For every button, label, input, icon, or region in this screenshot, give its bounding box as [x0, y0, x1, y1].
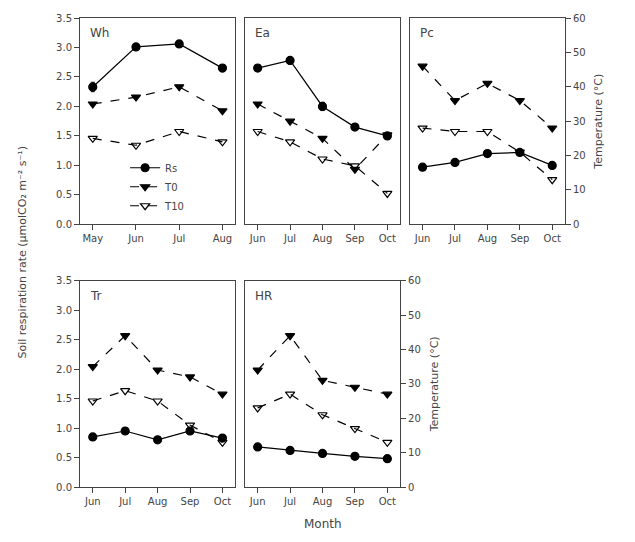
svg-text:20: 20: [408, 413, 421, 424]
svg-text:Oct: Oct: [544, 233, 561, 244]
svg-text:T10: T10: [164, 201, 184, 212]
svg-text:Tr: Tr: [90, 289, 102, 303]
svg-text:Temperature (°C): Temperature (°C): [428, 336, 441, 432]
svg-text:20: 20: [573, 150, 586, 161]
svg-text:Jul: Jul: [118, 496, 131, 507]
svg-text:3.0: 3.0: [56, 42, 72, 53]
svg-text:Rs: Rs: [165, 163, 177, 174]
svg-text:30: 30: [573, 116, 586, 127]
svg-text:0.5: 0.5: [56, 452, 72, 463]
svg-text:40: 40: [573, 81, 586, 92]
svg-text:60: 60: [408, 275, 421, 286]
svg-text:Jul: Jul: [172, 233, 185, 244]
svg-text:0.0: 0.0: [56, 219, 72, 230]
svg-text:Jun: Jun: [249, 233, 266, 244]
svg-text:Oct: Oct: [379, 496, 396, 507]
svg-text:Oct: Oct: [214, 496, 231, 507]
svg-text:Oct: Oct: [379, 233, 396, 244]
svg-text:2.5: 2.5: [56, 334, 72, 345]
svg-text:50: 50: [573, 47, 586, 58]
svg-text:Ea: Ea: [255, 26, 270, 40]
svg-text:Jul: Jul: [283, 233, 296, 244]
svg-text:0.5: 0.5: [56, 189, 72, 200]
svg-text:Temperature (°C): Temperature (°C): [593, 74, 606, 170]
svg-text:3.5: 3.5: [56, 13, 72, 24]
svg-text:2.0: 2.0: [56, 101, 72, 112]
svg-text:Jul: Jul: [448, 233, 461, 244]
svg-text:3.5: 3.5: [56, 275, 72, 286]
svg-text:Jun: Jun: [127, 233, 144, 244]
svg-text:Sep: Sep: [181, 496, 200, 507]
svg-text:2.0: 2.0: [56, 364, 72, 375]
svg-text:HR: HR: [255, 289, 272, 303]
svg-text:Aug: Aug: [313, 496, 333, 507]
svg-text:Wh: Wh: [90, 26, 109, 40]
svg-text:0.0: 0.0: [56, 482, 72, 493]
svg-text:Aug: Aug: [313, 233, 333, 244]
svg-text:3.0: 3.0: [56, 305, 72, 316]
svg-text:Month: Month: [304, 517, 342, 531]
svg-text:1.0: 1.0: [56, 423, 72, 434]
svg-text:1.5: 1.5: [56, 130, 72, 141]
svg-text:30: 30: [408, 378, 421, 389]
svg-text:Aug: Aug: [213, 233, 233, 244]
svg-text:Jul: Jul: [283, 496, 296, 507]
svg-text:Jun: Jun: [414, 233, 431, 244]
svg-text:10: 10: [573, 184, 586, 195]
svg-text:0: 0: [573, 219, 579, 230]
svg-text:Sep: Sep: [345, 233, 364, 244]
svg-text:T0: T0: [164, 182, 177, 193]
svg-text:Sep: Sep: [510, 233, 529, 244]
svg-text:50: 50: [408, 310, 421, 321]
svg-text:Jun: Jun: [84, 496, 101, 507]
svg-text:40: 40: [408, 344, 421, 355]
svg-text:60: 60: [573, 13, 586, 24]
svg-text:Aug: Aug: [148, 496, 168, 507]
svg-text:Pc: Pc: [420, 26, 434, 40]
svg-text:1.5: 1.5: [56, 393, 72, 404]
svg-text:May: May: [82, 233, 103, 244]
svg-text:Soil respiration rate (μmolCO₂: Soil respiration rate (μmolCO₂ m⁻² s⁻¹): [16, 146, 29, 359]
svg-text:Sep: Sep: [345, 496, 364, 507]
svg-text:10: 10: [408, 447, 421, 458]
svg-text:Jun: Jun: [249, 496, 266, 507]
svg-text:2.5: 2.5: [56, 71, 72, 82]
svg-text:1.0: 1.0: [56, 160, 72, 171]
svg-text:0: 0: [408, 482, 414, 493]
svg-text:Aug: Aug: [478, 233, 498, 244]
